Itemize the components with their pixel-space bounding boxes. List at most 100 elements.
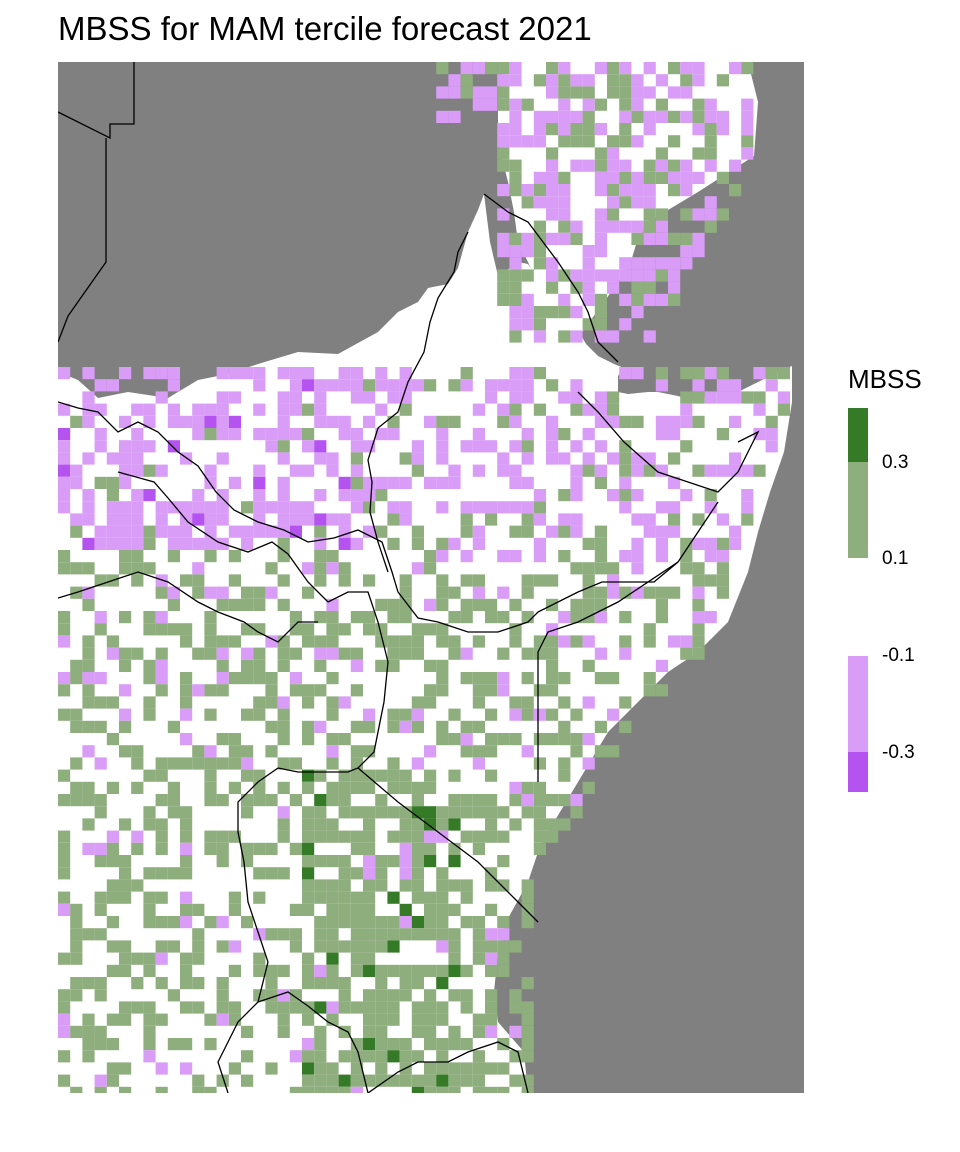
mbss-cell: [546, 184, 559, 197]
mbss-cell: [655, 220, 668, 233]
mbss-cell: [411, 757, 424, 770]
mbss-cell: [546, 86, 559, 99]
mbss-cell: [338, 830, 351, 843]
mbss-cell: [131, 1001, 144, 1014]
mbss-cell: [619, 184, 632, 197]
mbss-cell: [594, 525, 607, 538]
mbss-cell: [668, 86, 681, 99]
mbss-cell: [216, 757, 229, 770]
mbss-cell: [289, 501, 302, 514]
mbss-cell: [533, 635, 546, 648]
mbss-cell: [363, 903, 376, 916]
mbss-cell: [546, 684, 559, 697]
mbss-cell: [399, 598, 412, 611]
border-egypt-sudan: [58, 62, 135, 140]
mbss-cell: [570, 159, 583, 172]
mbss-cell: [216, 586, 229, 599]
mbss-cell: [570, 562, 583, 575]
mbss-cell: [533, 733, 546, 746]
mbss-cell: [58, 867, 71, 880]
mbss-cell: [58, 855, 71, 868]
mbss-cell: [302, 879, 315, 892]
mbss-cell: [570, 74, 583, 87]
mbss-cell: [497, 62, 510, 75]
mbss-cell: [350, 842, 363, 855]
mbss-cell: [546, 415, 559, 428]
mbss-cell: [289, 464, 302, 477]
mbss-cell: [302, 513, 315, 526]
mbss-cell: [448, 928, 461, 941]
mbss-cell: [668, 110, 681, 123]
mbss-cell: [485, 769, 498, 782]
mbss-cell: [119, 367, 132, 380]
mbss-cell: [424, 562, 437, 575]
mbss-cell: [497, 501, 510, 514]
mbss-cell: [314, 611, 327, 624]
mbss-cell: [558, 306, 571, 319]
mbss-cell: [546, 794, 559, 807]
mbss-cell: [228, 415, 241, 428]
mbss-cell: [411, 720, 424, 733]
mbss-cell: [277, 501, 290, 514]
mbss-cell: [326, 1086, 339, 1093]
mbss-cell: [94, 757, 107, 770]
mbss-cell: [119, 684, 132, 697]
mbss-cell: [82, 1038, 95, 1051]
mbss-cell: [289, 940, 302, 953]
mbss-cell: [631, 415, 644, 428]
mbss-cell: [570, 403, 583, 416]
mbss-cell: [546, 306, 559, 319]
mbss-cell: [533, 830, 546, 843]
mbss-cell: [594, 550, 607, 563]
mbss-cell: [411, 891, 424, 904]
mbss-cell: [521, 1025, 534, 1038]
mbss-cell: [436, 903, 449, 916]
mbss-cell: [619, 220, 632, 233]
mbss-cell: [558, 794, 571, 807]
mbss-cell: [631, 232, 644, 245]
mbss-cell: [399, 501, 412, 514]
mbss-cell: [363, 611, 376, 624]
mbss-cell: [424, 1074, 437, 1087]
mbss-cell: [582, 110, 595, 123]
mbss-cell: [497, 281, 510, 294]
mbss-cell: [485, 379, 498, 392]
mbss-cell: [180, 415, 193, 428]
mbss-cell: [192, 562, 205, 575]
mbss-cell: [350, 464, 363, 477]
mbss-cell: [607, 708, 620, 721]
mbss-cell: [546, 257, 559, 270]
mbss-cell: [448, 708, 461, 721]
mbss-cell: [485, 1025, 498, 1038]
mbss-cell: [424, 806, 437, 819]
mbss-cell: [729, 379, 742, 392]
mbss-cell: [594, 269, 607, 282]
mbss-cell: [314, 916, 327, 929]
mbss-cell: [582, 586, 595, 599]
mbss-cell: [119, 1013, 132, 1026]
mbss-cell: [546, 62, 559, 75]
mbss-cell: [509, 367, 522, 380]
mbss-cell: [643, 86, 656, 99]
mbss-cell: [509, 232, 522, 245]
mbss-cell: [460, 964, 473, 977]
mbss-cell: [533, 550, 546, 563]
mbss-cell: [302, 440, 315, 453]
mbss-cell: [277, 1025, 290, 1038]
mbss-cell: [643, 281, 656, 294]
mbss-cell: [58, 1074, 71, 1087]
mbss-cell: [143, 903, 156, 916]
mbss-cell: [411, 977, 424, 990]
mbss-cell: [753, 464, 766, 477]
mbss-cell: [119, 891, 132, 904]
mbss-cell: [192, 537, 205, 550]
mbss-cell: [192, 1074, 205, 1087]
mbss-cell: [765, 428, 778, 441]
mbss-cell: [289, 684, 302, 697]
mbss-cell: [338, 989, 351, 1002]
mbss-cell: [387, 513, 400, 526]
mbss-cell: [570, 611, 583, 624]
mbss-cell: [82, 391, 95, 404]
mbss-cell: [192, 1001, 205, 1014]
mbss-cell: [265, 440, 278, 453]
